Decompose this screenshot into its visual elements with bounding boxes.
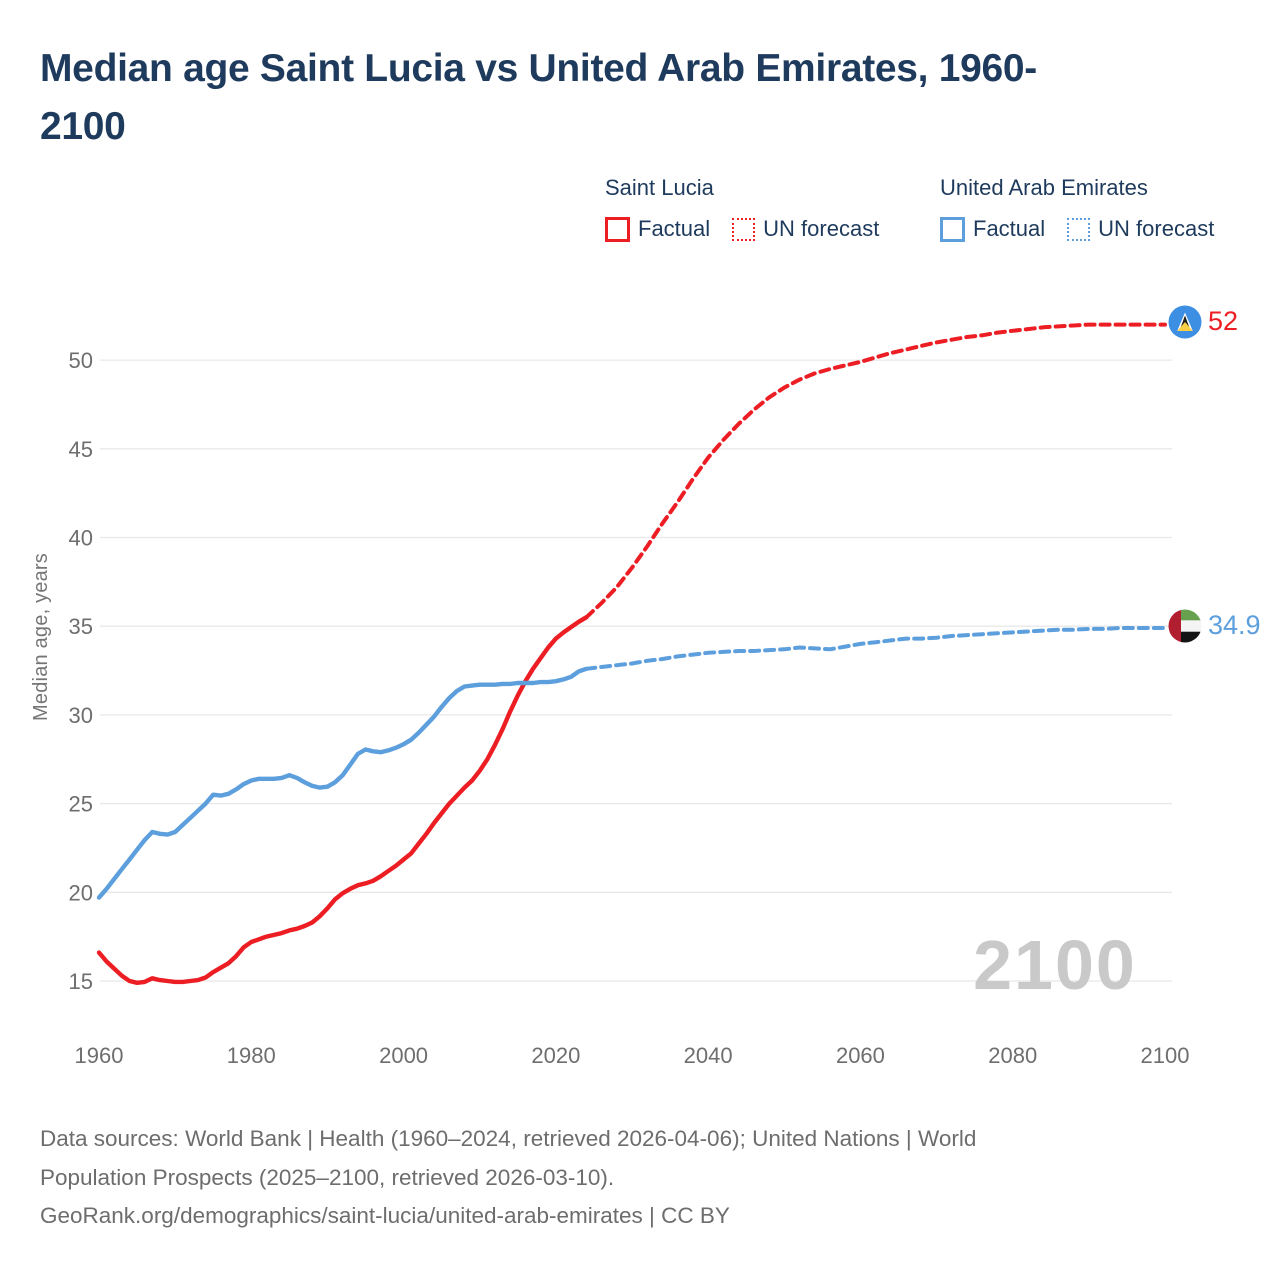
x-tick-label-2100: 2100: [1141, 1043, 1190, 1068]
uae-flag-icon: [1168, 609, 1202, 643]
y-axis-label: Median age, years: [30, 553, 52, 721]
series-saint-lucia-un-forecast: [584, 322, 1167, 620]
y-tick-label-25: 25: [69, 792, 93, 817]
y-tick-label-15: 15: [69, 969, 93, 994]
x-tick-label-2040: 2040: [684, 1043, 733, 1068]
y-tick-label-45: 45: [69, 437, 93, 462]
solid-blue-swatch-icon: [940, 216, 965, 242]
x-tick-label-2000: 2000: [379, 1043, 428, 1068]
solid-red-swatch-icon: [605, 216, 630, 242]
legend-item-label: Factual: [638, 216, 711, 241]
x-tick-label-2080: 2080: [988, 1043, 1037, 1068]
series-saint-lucia-factual: [96, 615, 589, 985]
y-tick-label-20: 20: [69, 880, 93, 905]
end-value-saint-lucia: 52: [1208, 306, 1239, 336]
dotted-red-swatch-icon: [732, 217, 756, 241]
legend-item-uae-forecast: UN forecast: [1067, 216, 1214, 242]
saint-lucia-flag-icon: [1168, 305, 1202, 339]
watermark-year: 2100: [973, 926, 1137, 1004]
page-title: Median age Saint Lucia vs United Arab Em…: [40, 40, 1240, 156]
y-tick-label-35: 35: [69, 614, 93, 639]
series-united-arab-emirates-factual: [96, 666, 589, 900]
x-tick-label-2060: 2060: [836, 1043, 885, 1068]
legend-group-uae: United Arab Emirates Factual UN forecast: [940, 175, 1214, 242]
legend-item-sl-factual: Factual: [605, 216, 710, 242]
y-tick-label-30: 30: [69, 703, 93, 728]
y-tick-label-50: 50: [69, 348, 93, 373]
end-value-uae: 34.9: [1208, 610, 1261, 640]
legend-item-label: Factual: [973, 216, 1046, 241]
legend-group-title: United Arab Emirates: [940, 175, 1148, 200]
x-tick-label-2020: 2020: [531, 1043, 580, 1068]
y-tick-label-40: 40: [69, 526, 93, 551]
x-tick-label-1960: 1960: [75, 1043, 124, 1068]
data-sources-line-3: GeoRank.org/demographics/saint-lucia/uni…: [40, 1203, 730, 1228]
title-line-2: 2100: [40, 105, 126, 148]
title-line-1: Median age Saint Lucia vs United Arab Em…: [40, 47, 1037, 90]
legend-item-sl-forecast: UN forecast: [732, 216, 879, 242]
legend-item-label: UN forecast: [763, 216, 880, 241]
series-united-arab-emirates-un-forecast: [584, 626, 1167, 671]
dotted-blue-swatch-icon: [1067, 217, 1091, 241]
legend-group-saint-lucia: Saint Lucia Factual UN forecast: [605, 175, 879, 242]
data-sources: Data sources: World Bank | Health (1960–…: [40, 1120, 1220, 1236]
data-sources-line-2: Population Prospects (2025–2100, retriev…: [40, 1164, 615, 1190]
legend-group-title: Saint Lucia: [605, 175, 714, 200]
legend-item-label: UN forecast: [1098, 216, 1215, 241]
x-tick-label-1980: 1980: [227, 1043, 276, 1068]
data-sources-line-1: Data sources: World Bank | Health (1960–…: [40, 1126, 977, 1151]
legend-item-uae-factual: Factual: [940, 216, 1045, 242]
